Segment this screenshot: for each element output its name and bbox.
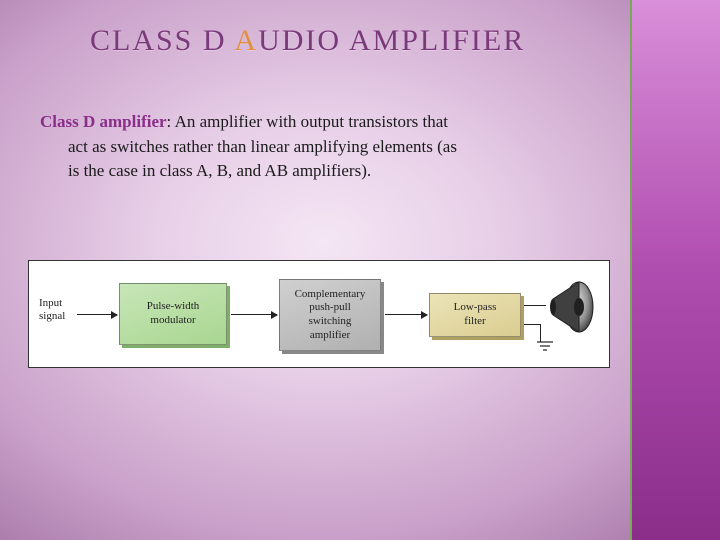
- sw-l4: amplifier: [310, 329, 350, 341]
- wire-lpf-bottom: [524, 324, 540, 325]
- lpf-l1: Low-pass: [454, 301, 497, 313]
- input-signal-label: Input signal: [39, 297, 65, 323]
- input-label-l2: signal: [39, 310, 65, 322]
- sw-l2: push-pull: [309, 301, 351, 313]
- block-diagram: Input signal Pulse-width modulator Compl…: [28, 260, 610, 368]
- block-lpf-label: Low-pass filter: [454, 301, 497, 329]
- title-text-2: UDIO AMPLIFIER: [258, 24, 525, 57]
- block-lowpass-filter: Low-pass filter: [429, 293, 521, 337]
- ground-icon: [537, 339, 553, 358]
- wire-lpf-top: [524, 305, 546, 306]
- input-label-l1: Input: [39, 297, 62, 309]
- pwm-l1: Pulse-width: [147, 300, 200, 312]
- page-title: CLASS D AUDIO AMPLIFIER: [90, 24, 525, 58]
- block-pwm: Pulse-width modulator: [119, 283, 227, 345]
- slide: CLASS D AUDIO AMPLIFIER Class D amplifie…: [0, 0, 720, 540]
- block-switch-label: Complementary push-pull switching amplif…: [295, 288, 366, 343]
- arrow-pwm-to-switch: [231, 314, 277, 315]
- sidebar-accent: [630, 0, 720, 540]
- definition-line-2: act as switches rather than linear ampli…: [40, 135, 600, 160]
- block-switching-amp: Complementary push-pull switching amplif…: [279, 279, 381, 351]
- definition-term: Class D amplifier: [40, 112, 167, 131]
- title-text-1: CLASS D: [90, 24, 234, 57]
- block-pwm-label: Pulse-width modulator: [147, 300, 200, 328]
- definition-line-1: : An amplifier with output transistors t…: [167, 112, 448, 131]
- title-text-accent: A: [234, 24, 258, 57]
- pwm-l2: modulator: [150, 314, 195, 326]
- speaker-icon: [545, 279, 595, 340]
- definition-line-3: is the case in class A, B, and AB amplif…: [40, 159, 600, 184]
- body-paragraph: Class D amplifier: An amplifier with out…: [40, 110, 600, 184]
- sw-l1: Complementary: [295, 288, 366, 300]
- lpf-l2: filter: [464, 315, 485, 327]
- diagram-canvas: Input signal Pulse-width modulator Compl…: [29, 261, 609, 367]
- arrow-switch-to-lpf: [385, 314, 427, 315]
- sw-l3: switching: [309, 315, 352, 327]
- arrow-input-to-pwm: [77, 314, 117, 315]
